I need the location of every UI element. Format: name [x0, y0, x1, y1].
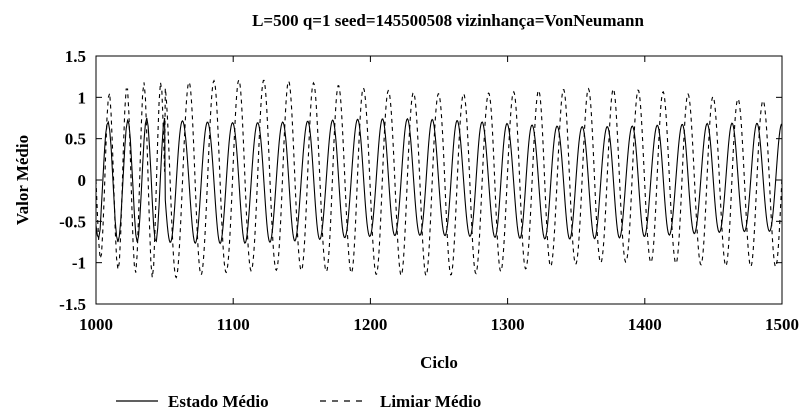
y-axis-label: Valor Médio	[13, 135, 32, 225]
legend: Estado Médio Limiar Médio	[116, 392, 481, 411]
x-tick-label: 1100	[217, 315, 250, 334]
y-tick-label: 1	[78, 88, 87, 107]
x-axis-label: Ciclo	[420, 353, 458, 372]
y-tick-label: -1	[72, 254, 86, 273]
chart-title: L=500 q=1 seed=145500508 vizinhança=VonN…	[252, 11, 644, 30]
y-tick-label: -0.5	[59, 212, 86, 231]
x-axis-ticks: 1000 1100 1200 1300 1400 1500	[79, 56, 799, 334]
x-tick-label: 1500	[765, 315, 799, 334]
series-line-limiar-medio	[95, 78, 783, 279]
x-tick-label: 1200	[353, 315, 387, 334]
legend-label-estado: Estado Médio	[168, 392, 269, 411]
y-tick-label: -1.5	[59, 295, 86, 314]
legend-label-limiar: Limiar Médio	[380, 392, 481, 411]
y-tick-label: 0.5	[65, 130, 86, 149]
y-axis-ticks: -1.5 -1 -0.5 0 0.5 1 1.5	[59, 47, 782, 314]
series-line-estado-medio	[95, 117, 783, 245]
series-layer	[95, 78, 783, 279]
y-tick-label: 0	[78, 171, 87, 190]
x-tick-label: 1400	[628, 315, 662, 334]
y-tick-label: 1.5	[65, 47, 86, 66]
x-tick-label: 1300	[491, 315, 525, 334]
x-tick-label: 1000	[79, 315, 113, 334]
